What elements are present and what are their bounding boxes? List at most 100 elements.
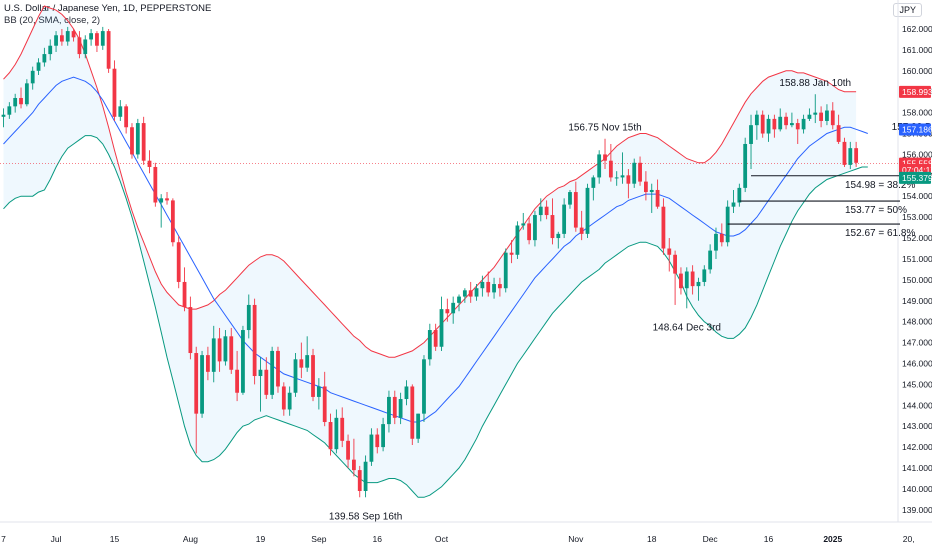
candle (515, 221, 520, 259)
candle (679, 267, 683, 295)
candle-body (229, 336, 234, 370)
candle-body (235, 369, 239, 393)
candle (77, 31, 82, 59)
y-tick-label: 144.000 (902, 400, 932, 410)
candle-body (398, 399, 403, 418)
price-tag-label: 158.993 (902, 87, 932, 97)
candle (392, 390, 397, 425)
candle-body (842, 141, 847, 165)
candle-body (830, 110, 835, 126)
price-axis: 162.000161.000160.000159.000158.000157.0… (897, 0, 932, 522)
candle (24, 79, 29, 107)
price-annotation: 139.58 Sep 16th (329, 512, 402, 523)
candle-body (328, 422, 333, 450)
x-tick-label: 15 (110, 534, 120, 544)
candle (474, 284, 479, 301)
indicator-legend[interactable]: BB (20, SMA, close, 2) (4, 15, 101, 26)
candle-body (702, 269, 707, 282)
candle (772, 114, 777, 138)
candle-body (614, 177, 619, 179)
candle (439, 296, 444, 351)
candle-body (562, 204, 567, 234)
candle (544, 200, 549, 220)
candle-body (521, 223, 526, 226)
candle-body (737, 187, 742, 203)
candle-body (42, 54, 47, 63)
candle (842, 137, 847, 167)
candle (556, 231, 561, 249)
candle (550, 198, 555, 245)
candle-body (316, 386, 321, 397)
y-tick-label: 160.000 (902, 66, 932, 76)
candle-body (48, 45, 53, 55)
candle (83, 35, 88, 59)
candle (790, 112, 794, 128)
candle-body (416, 413, 421, 439)
candle-body (486, 281, 491, 293)
candle (492, 277, 496, 299)
candle-body (527, 223, 531, 241)
candle-body (311, 355, 315, 397)
candle (357, 465, 362, 498)
y-tick-label: 139.000 (902, 505, 932, 515)
candle-body (112, 68, 117, 117)
x-tick-label: 2025 (823, 534, 842, 544)
price-tag-bg (899, 123, 931, 136)
candle (381, 417, 385, 452)
candle (375, 428, 380, 454)
candle (170, 198, 175, 247)
candle (217, 327, 222, 372)
candle-body (439, 309, 444, 347)
candle-body (620, 175, 625, 178)
candle-body (684, 271, 689, 289)
candle-body (597, 154, 602, 178)
candle (65, 26, 70, 46)
candle (416, 413, 421, 443)
candle-body (468, 290, 473, 297)
fib-level-label: 154.98 = 38.2% (845, 180, 915, 191)
candle (503, 248, 508, 293)
candle (638, 156, 642, 186)
y-tick-label: 158.000 (902, 108, 932, 118)
candle (743, 137, 748, 193)
candle (206, 346, 210, 381)
candle-body (165, 198, 169, 201)
candle-body (649, 189, 654, 193)
candle-body (638, 162, 642, 182)
candle (427, 323, 432, 366)
candle-body (118, 106, 123, 117)
candle (649, 183, 654, 213)
candle (293, 353, 298, 397)
bb-basis-line (3, 76, 868, 423)
candle (188, 296, 193, 360)
candle-body (731, 202, 736, 207)
x-tick-label: Jul (51, 534, 62, 544)
candle (159, 194, 164, 228)
candle (7, 102, 12, 119)
candle (316, 378, 321, 410)
y-tick-label: 142.000 (902, 442, 932, 452)
bb-fill (3, 6, 857, 498)
candle (165, 192, 169, 205)
candle-body (836, 125, 841, 142)
candle (194, 346, 199, 454)
y-tick-label: 151.000 (902, 254, 932, 264)
candle-body (24, 83, 29, 105)
x-tick-label: 16 (373, 534, 383, 544)
candle-body (462, 290, 467, 297)
candle-body (264, 369, 269, 395)
candle (708, 244, 713, 274)
candle (299, 342, 304, 379)
candle-body (556, 233, 561, 239)
candle (457, 294, 461, 312)
candle (632, 158, 637, 188)
candle-body (182, 281, 187, 308)
candle (661, 198, 666, 255)
candle-body (352, 459, 356, 471)
candle (626, 169, 631, 199)
x-tick-label: 19 (256, 534, 266, 544)
currency-button[interactable]: JPY (893, 3, 922, 17)
candle (30, 66, 35, 90)
candle-body (509, 252, 514, 255)
